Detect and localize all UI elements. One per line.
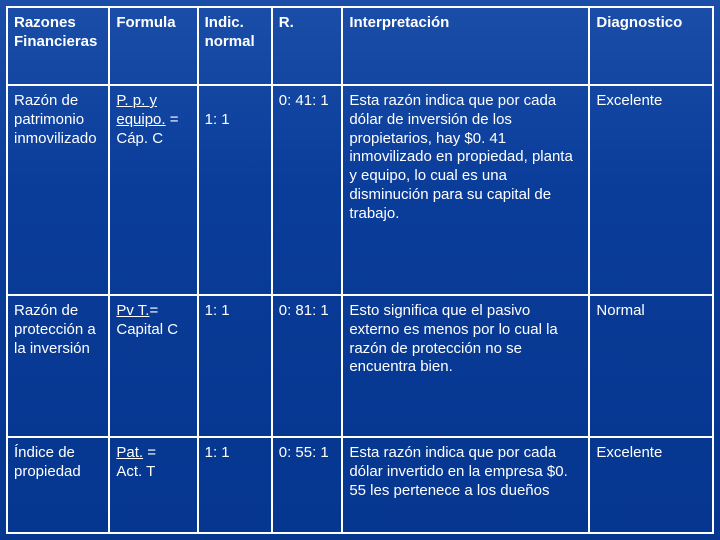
cell-indic: 1: 1 <box>198 437 272 533</box>
cell-r: 0: 41: 1 <box>272 85 343 295</box>
table-header-row: Razones Financieras Formula Indic. norma… <box>7 7 713 85</box>
cell-interp: Esta razón indica que por cada dólar de … <box>342 85 589 295</box>
formula-top-text: P. p. y equipo. <box>116 92 165 128</box>
formula-top-text: Pat. <box>116 444 143 461</box>
formula-eq: = <box>166 111 179 128</box>
table-row: Índice de propiedad Pat. = Act. T 1: 1 0… <box>7 437 713 533</box>
formula-top-text: Pv T. <box>116 302 149 319</box>
table-row: Razón de protección a la inversión Pv T.… <box>7 295 713 437</box>
indic-value: 1: 1 <box>205 111 230 128</box>
col-header-razones: Razones Financieras <box>7 7 109 85</box>
cell-formula: Pat. = Act. T <box>109 437 197 533</box>
cell-diag: Excelente <box>589 437 713 533</box>
cell-indic: 1: 1 <box>198 295 272 437</box>
formula-bottom: Act. T <box>116 463 190 482</box>
cell-interp: Esta razón indica que por cada dólar inv… <box>342 437 589 533</box>
cell-formula: Pv T.= Capital C <box>109 295 197 437</box>
col-header-formula: Formula <box>109 7 197 85</box>
table-row: Razón de patrimonio inmovilizado P. p. y… <box>7 85 713 295</box>
cell-r: 0: 55: 1 <box>272 437 343 533</box>
cell-diag: Excelente <box>589 85 713 295</box>
formula-bottom: Cáp. C <box>116 130 190 149</box>
financial-ratios-table: Razones Financieras Formula Indic. norma… <box>6 6 714 534</box>
slide: Razones Financieras Formula Indic. norma… <box>0 0 720 540</box>
cell-name: Razón de patrimonio inmovilizado <box>7 85 109 295</box>
formula-top: Pat. = <box>116 444 190 463</box>
cell-r: 0: 81: 1 <box>272 295 343 437</box>
formula-eq: = <box>149 302 158 319</box>
cell-name: Razón de protección a la inversión <box>7 295 109 437</box>
formula-top: Pv T.= <box>116 302 190 321</box>
col-header-r: R. <box>272 7 343 85</box>
cell-diag: Normal <box>589 295 713 437</box>
formula-bottom: Capital C <box>116 321 190 340</box>
cell-formula: P. p. y equipo. = Cáp. C <box>109 85 197 295</box>
cell-indic: 1: 1 <box>198 85 272 295</box>
formula-eq: = <box>143 444 156 461</box>
cell-interp: Esto significa que el pasivo externo es … <box>342 295 589 437</box>
col-header-diagnostico: Diagnostico <box>589 7 713 85</box>
col-header-indic: Indic. normal <box>198 7 272 85</box>
formula-top: P. p. y equipo. = <box>116 92 190 130</box>
cell-name: Índice de propiedad <box>7 437 109 533</box>
col-header-interpretacion: Interpretación <box>342 7 589 85</box>
